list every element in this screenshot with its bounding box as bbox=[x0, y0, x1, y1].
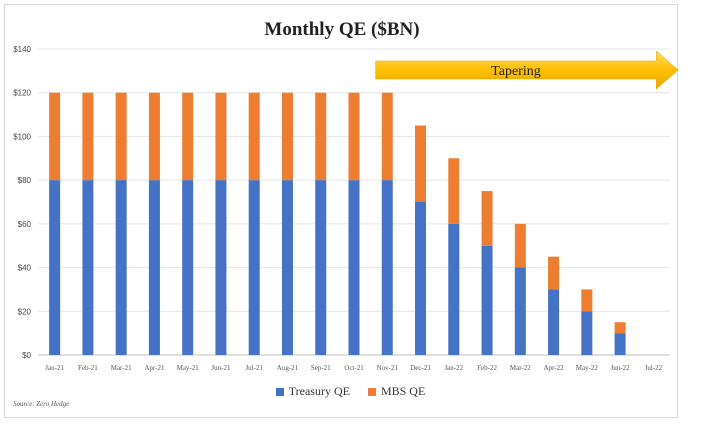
treasury-bar-feb-22 bbox=[481, 245, 493, 355]
mbs-bar-jan-21 bbox=[49, 92, 61, 181]
mbs-bar-mar-21 bbox=[115, 92, 127, 181]
legend-item-treasury: Treasury QE bbox=[275, 384, 350, 399]
treasury-bar-jun-22 bbox=[614, 333, 626, 355]
treasury-bar-oct-21 bbox=[348, 180, 360, 355]
x-tick-label: Jan-21 bbox=[45, 364, 64, 372]
treasury-bar-jul-21 bbox=[248, 180, 260, 355]
tapering-arrow bbox=[375, 50, 679, 90]
x-tick-label: Feb-21 bbox=[78, 364, 98, 372]
bars bbox=[49, 92, 626, 355]
y-tick-label: $120 bbox=[13, 89, 31, 98]
treasury-bar-mar-22 bbox=[514, 267, 526, 355]
mbs-bar-may-22 bbox=[581, 289, 593, 312]
x-tick-label: Jul-22 bbox=[645, 364, 663, 372]
mbs-bar-oct-21 bbox=[348, 92, 360, 181]
mbs-bar-mar-22 bbox=[514, 223, 526, 268]
y-tick-label: $60 bbox=[18, 220, 32, 229]
treasury-bar-sep-21 bbox=[315, 180, 327, 355]
x-tick-label: Jun-22 bbox=[611, 364, 631, 372]
x-tick-label: Nov-21 bbox=[377, 364, 399, 372]
y-tick-label: $0 bbox=[22, 351, 31, 360]
x-tick-label: Apr-21 bbox=[144, 364, 165, 372]
x-tick-label: Jan-22 bbox=[444, 364, 463, 372]
x-tick-label: Jul-21 bbox=[245, 364, 263, 372]
y-tick-label: $100 bbox=[13, 132, 31, 141]
mbs-bar-apr-21 bbox=[148, 92, 160, 181]
chart-title: Monthly QE ($BN) bbox=[264, 19, 420, 40]
tapering-annotation: Tapering bbox=[375, 50, 679, 90]
x-tick-label: Jun-21 bbox=[211, 364, 231, 372]
treasury-bar-feb-21 bbox=[82, 180, 94, 355]
x-tick-label: Aug-21 bbox=[277, 364, 299, 372]
tapering-label: Tapering bbox=[491, 64, 541, 79]
mbs-bar-feb-21 bbox=[82, 92, 94, 181]
x-tick-label: May-22 bbox=[576, 364, 599, 372]
x-tick-label: Sep-21 bbox=[311, 364, 331, 372]
mbs-bar-jun-22 bbox=[614, 322, 626, 334]
treasury-bar-jun-21 bbox=[215, 180, 227, 355]
x-tick-label: Apr-22 bbox=[544, 364, 565, 372]
source-note: Source: Zero Hedge bbox=[13, 400, 70, 408]
legend-label-mbs: MBS QE bbox=[380, 384, 426, 398]
mbs-bar-jun-21 bbox=[215, 92, 227, 181]
x-tick-label: Dec-21 bbox=[410, 364, 431, 372]
mbs-bar-aug-21 bbox=[281, 92, 293, 181]
x-tick-label: Feb-22 bbox=[477, 364, 497, 372]
treasury-bar-nov-21 bbox=[381, 180, 393, 355]
x-axis: Jan-21 Feb-21 Mar-21 Apr-21 May-21 Jun-21 Jul-… bbox=[45, 364, 662, 372]
mbs-bar-feb-22 bbox=[481, 191, 493, 246]
treasury-bar-may-21 bbox=[182, 180, 194, 355]
treasury-bar-dec-21 bbox=[415, 202, 427, 355]
legend-swatch-treasury bbox=[275, 387, 284, 396]
x-tick-label: Mar-22 bbox=[510, 364, 531, 372]
treasury-bar-may-22 bbox=[581, 311, 593, 355]
mbs-bar-jan-22 bbox=[448, 158, 460, 224]
legend: Treasury QE MBS QE bbox=[0, 384, 701, 399]
mbs-bar-apr-22 bbox=[548, 256, 560, 290]
treasury-bar-apr-21 bbox=[148, 180, 160, 355]
treasury-bar-apr-22 bbox=[548, 289, 560, 355]
x-tick-label: Oct-21 bbox=[344, 364, 364, 372]
mbs-bar-nov-21 bbox=[381, 92, 393, 181]
y-axis: $0 $20 $40 $60 $80 $100 $120 $140 bbox=[13, 45, 31, 360]
y-tick-label: $80 bbox=[18, 176, 32, 185]
y-tick-label: $40 bbox=[18, 264, 32, 273]
legend-item-mbs: MBS QE bbox=[367, 384, 426, 399]
mbs-bar-dec-21 bbox=[415, 125, 427, 202]
legend-swatch-mbs bbox=[367, 387, 376, 396]
treasury-bar-jan-21 bbox=[49, 180, 61, 355]
treasury-bar-aug-21 bbox=[281, 180, 293, 355]
y-tick-label: $20 bbox=[18, 307, 32, 316]
treasury-bar-jan-22 bbox=[448, 223, 460, 355]
legend-label-treasury: Treasury QE bbox=[288, 384, 350, 398]
x-tick-label: Mar-21 bbox=[111, 364, 132, 372]
treasury-bar-mar-21 bbox=[115, 180, 127, 355]
mbs-bar-may-21 bbox=[182, 92, 194, 181]
mbs-bar-sep-21 bbox=[315, 92, 327, 181]
x-tick-label: May-21 bbox=[177, 364, 200, 372]
y-tick-label: $140 bbox=[13, 45, 31, 54]
mbs-bar-jul-21 bbox=[248, 92, 260, 181]
